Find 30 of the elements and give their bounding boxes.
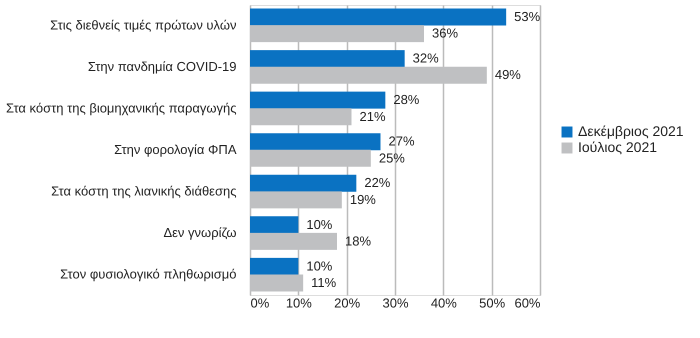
data-label: 22% [364,175,391,190]
data-label: 18% [345,233,372,248]
y-tick-label: Στις διεθνείς τιμές πρώτων υλών [50,17,236,32]
data-label: 21% [360,108,386,124]
data-label: 10% [306,258,333,274]
x-tick-label: 60% [514,296,541,310]
x-tick-label: 20% [334,296,361,310]
data-label: 27% [388,134,415,149]
data-label: 28% [393,92,420,108]
legend-label: Ιούλιος 2021 [578,139,658,155]
data-label: 32% [412,50,440,66]
y-tick-label: Στα κόστη της λιανικής διάθεσης [51,184,236,199]
x-tick-label: 50% [479,296,506,310]
data-label: 53% [514,9,541,24]
data-label: 11% [311,274,337,290]
data-label: 25% [378,150,406,166]
x-tick-label: 0% [250,296,270,310]
data-label: 10% [306,216,333,232]
y-tick-label: Στην πανδημία COVID-19 [88,58,236,74]
y-tick-label: Στην φορολογία ΦΠΑ [114,142,237,157]
x-tick-label: 10% [286,296,312,310]
x-tick-label: 40% [430,296,458,310]
data-label: 36% [432,26,458,41]
y-tick-label: Στα κόστη της βιομηχανικής παραγωγής [6,100,236,116]
y-tick-label: Δεν γνωρίζω [163,225,236,240]
legend-label: Δεκέμβριος 2021 [578,123,684,139]
data-label: 19% [350,192,376,207]
y-tick-label: Στον φυσιολογικό πληθωρισμό [60,266,236,282]
data-label: 49% [494,67,522,82]
x-tick-label: 30% [382,296,409,310]
